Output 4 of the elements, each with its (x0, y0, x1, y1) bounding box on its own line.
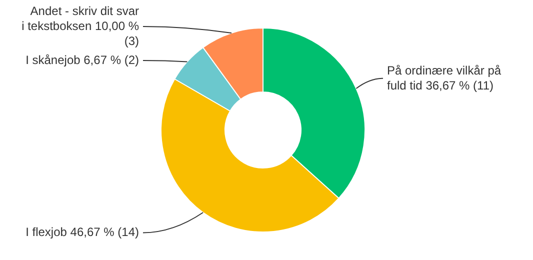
slice-label: På ordinære vilkår på fuld tid 36,67 % (11) (387, 63, 502, 92)
slice-label: I skånejob 6,67 % (2) (26, 53, 139, 67)
slice-label: Andet - skriv dit svar i tekstboksen 10,00 % (3) (22, 4, 140, 48)
slice-label: I flexjob 46,67 % (14) (26, 225, 139, 240)
